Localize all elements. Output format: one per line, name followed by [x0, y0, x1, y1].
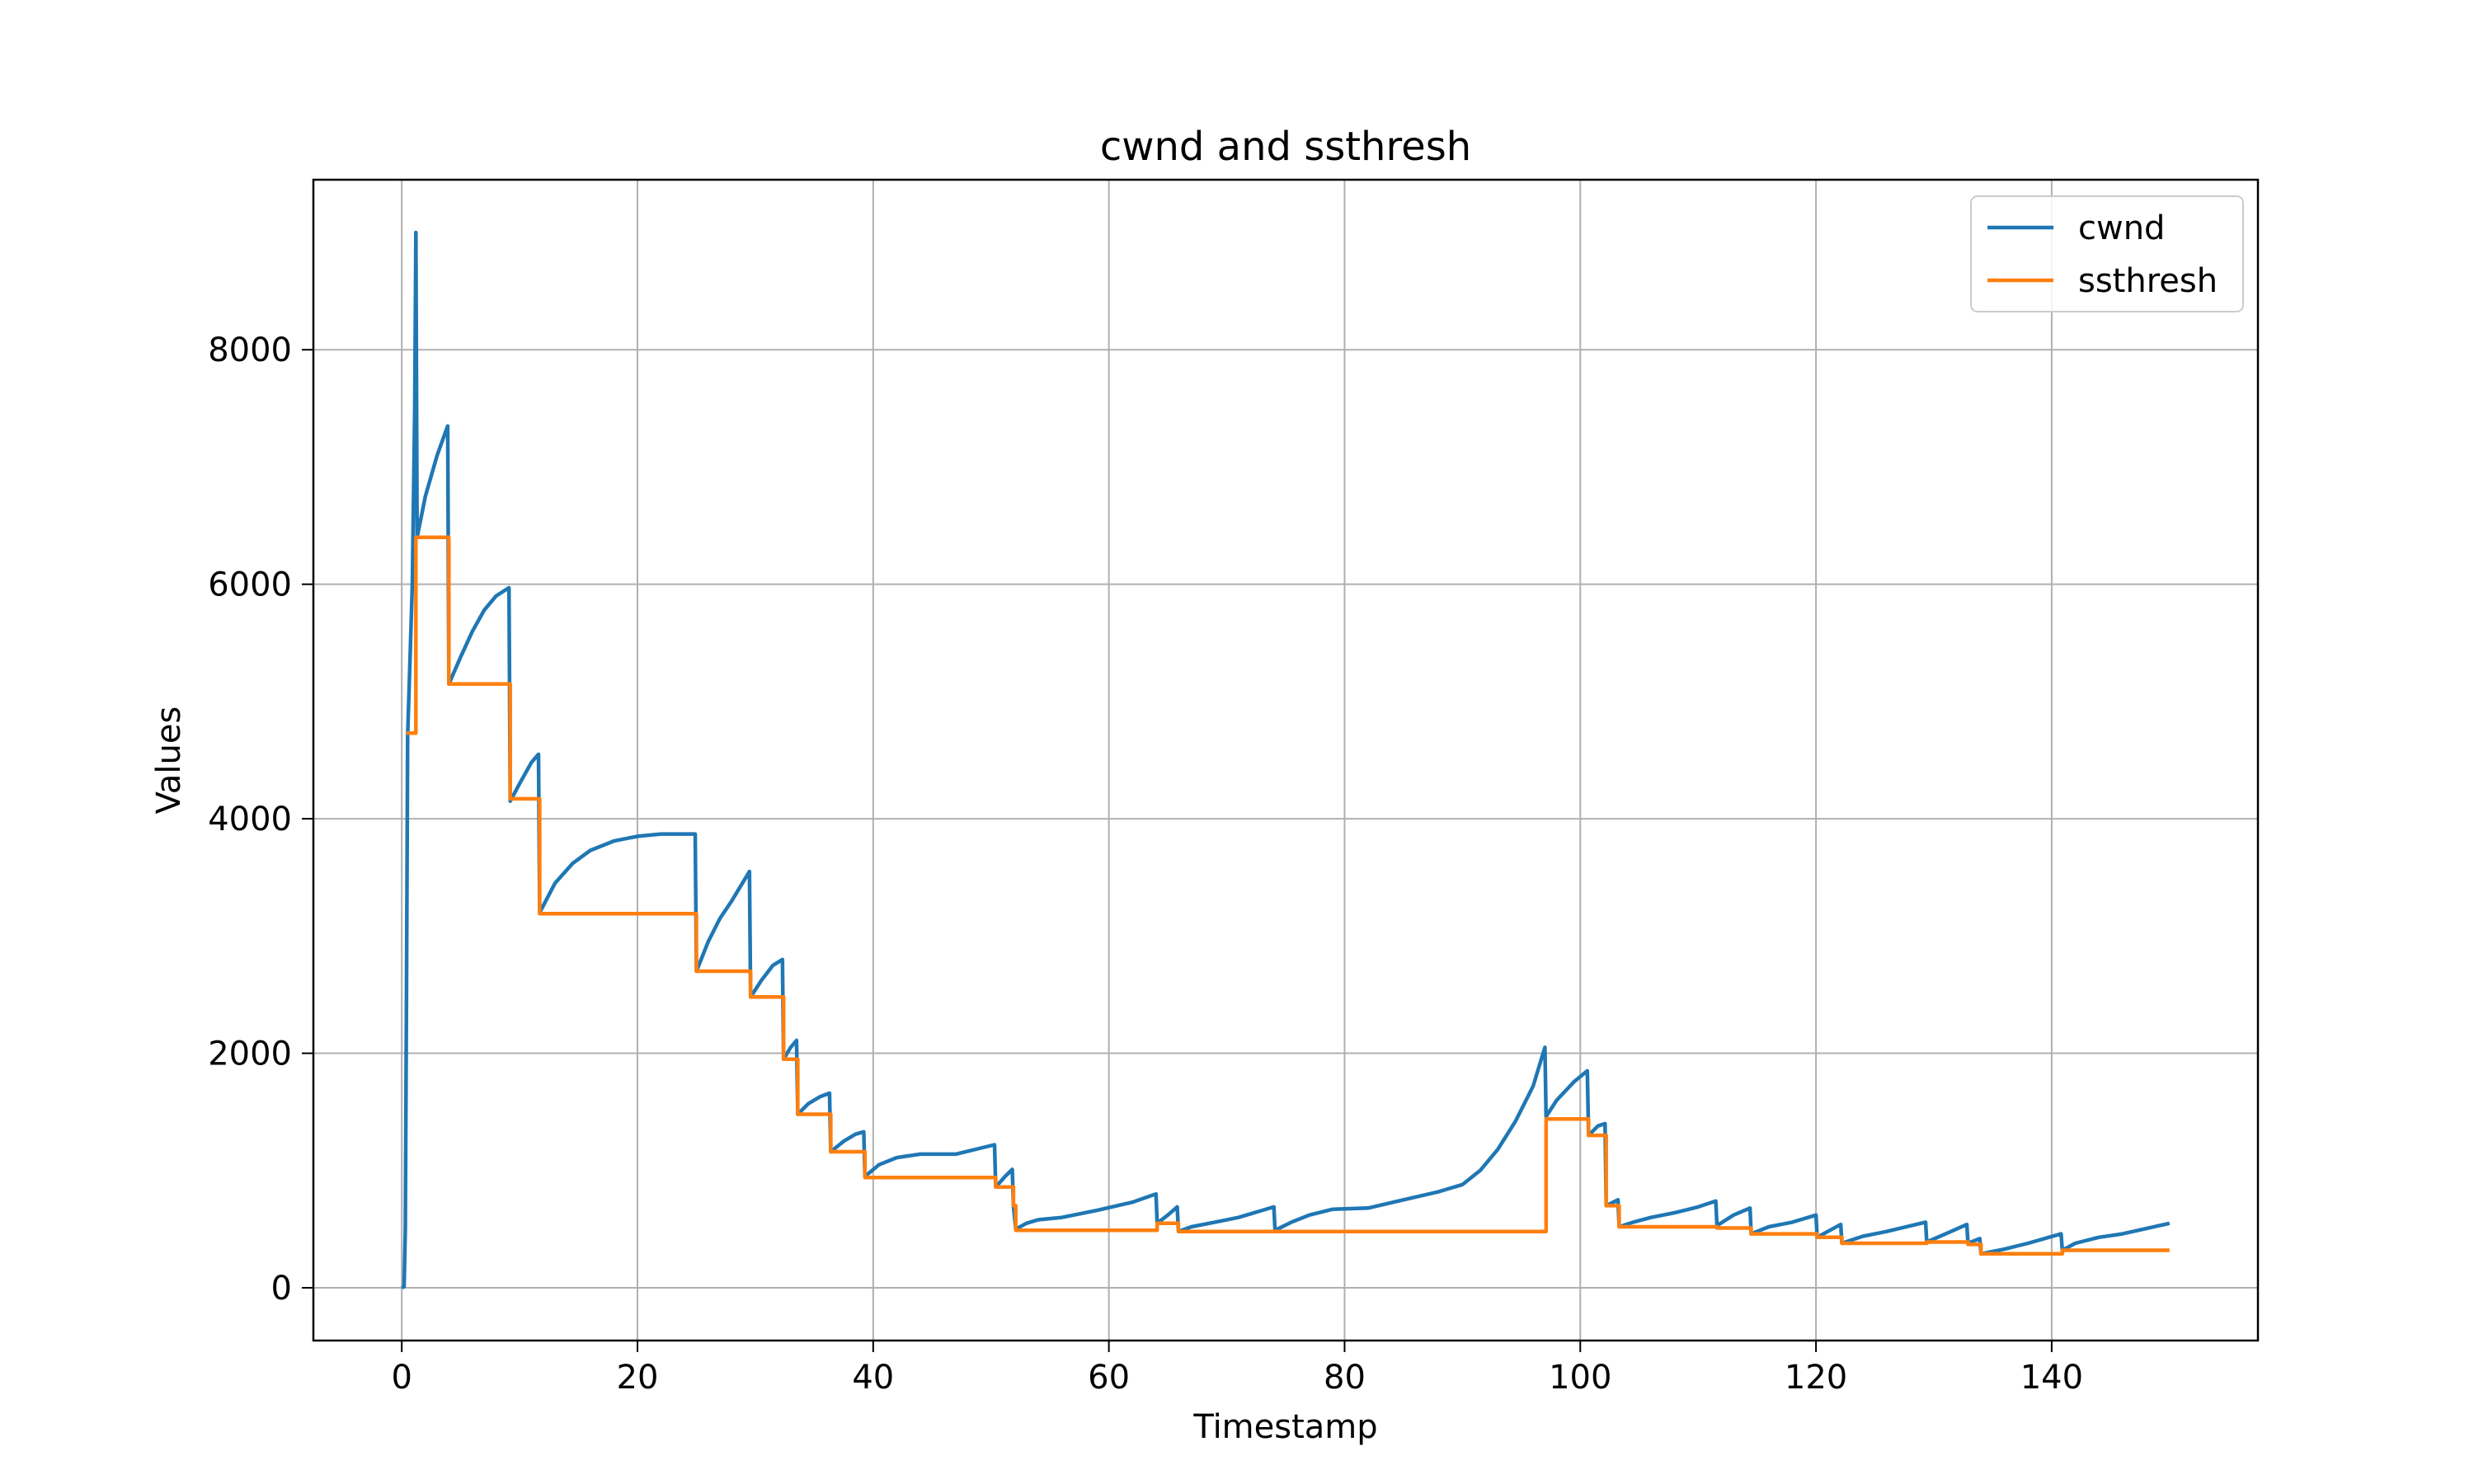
axis-ticks: 0 20 40 60 80 100 120 140 0 2000 4000 6000 8000	[208, 331, 2083, 1397]
x-tick-label: 140	[2020, 1359, 2083, 1397]
legend-label-cwnd: cwnd	[2078, 209, 2165, 247]
y-tick-label: 6000	[208, 566, 292, 604]
x-tick-label: 60	[1088, 1359, 1130, 1397]
x-tick-label: 100	[1549, 1359, 1611, 1397]
y-tick-label: 2000	[208, 1036, 292, 1073]
x-tick-label: 0	[391, 1359, 412, 1397]
x-tick-label: 120	[1785, 1359, 1847, 1397]
grid-lines	[313, 180, 2258, 1341]
plot-area	[313, 180, 2258, 1341]
y-tick-label: 4000	[208, 801, 292, 838]
y-tick-label: 8000	[208, 331, 292, 369]
series-line-ssthresh	[406, 535, 2170, 1256]
y-axis-label: Values	[150, 707, 188, 815]
x-tick-label: 40	[852, 1359, 894, 1397]
series-lines	[401, 230, 2171, 1290]
legend: cwnd ssthresh	[1970, 195, 2244, 312]
x-tick-label: 20	[617, 1359, 659, 1397]
axes-frame	[312, 178, 2260, 1342]
y-tick-label: 0	[271, 1270, 292, 1308]
x-axis-label: Timestamp	[1192, 1408, 1377, 1446]
legend-label-ssthresh: ssthresh	[2078, 262, 2218, 300]
legend-box	[1970, 195, 2244, 312]
chart-title: cwnd and ssthresh	[1100, 124, 1471, 170]
x-tick-label: 80	[1324, 1359, 1366, 1397]
